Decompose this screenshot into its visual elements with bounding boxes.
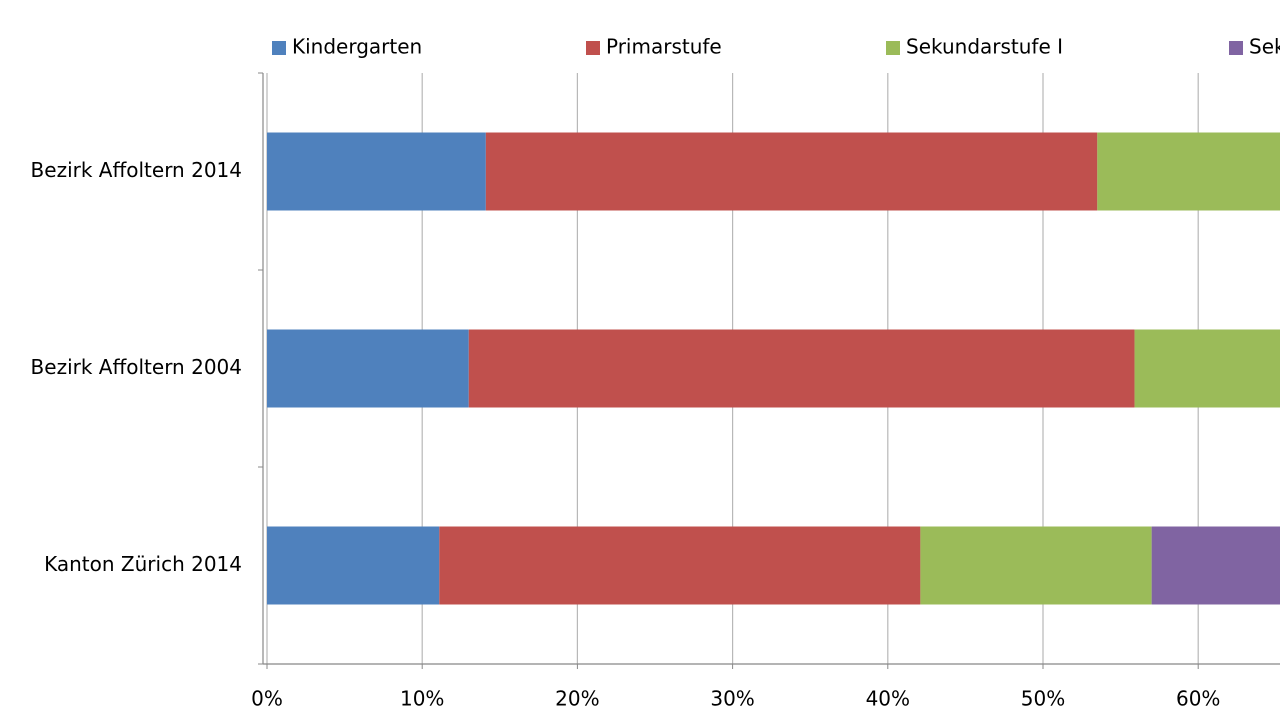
y-tick-label: Bezirk Affoltern 2004 (31, 355, 242, 379)
bar-segment (485, 132, 1098, 211)
y-tick-label: Kanton Zürich 2014 (44, 552, 242, 576)
legend-swatch (886, 41, 900, 55)
legend-swatch (586, 41, 600, 55)
legend-swatch (1229, 41, 1243, 55)
bar-segment (1097, 132, 1280, 211)
bar-segment (267, 132, 486, 211)
legend-label: Sek (1249, 35, 1280, 59)
x-tick-label: 20% (555, 687, 599, 711)
bar-segment (439, 526, 921, 605)
x-tick-label: 60% (1176, 687, 1220, 711)
bar-segment (1151, 526, 1280, 605)
legend-label: Sekundarstufe I (906, 35, 1063, 59)
bar-segment (468, 329, 1135, 408)
bar-segment (267, 329, 469, 408)
bar-segment (1134, 329, 1280, 408)
x-tick-label: 50% (1021, 687, 1065, 711)
legend-label: Primarstufe (606, 35, 722, 59)
x-tick-label: 0% (251, 687, 283, 711)
x-tick-label: 40% (866, 687, 910, 711)
x-tick-label: 10% (400, 687, 444, 711)
bar-segment (920, 526, 1152, 605)
bar-segment (267, 526, 440, 605)
y-tick-label: Bezirk Affoltern 2014 (31, 158, 242, 182)
x-tick-label: 30% (710, 687, 754, 711)
legend-label: Kindergarten (292, 35, 422, 59)
legend-swatch (272, 41, 286, 55)
